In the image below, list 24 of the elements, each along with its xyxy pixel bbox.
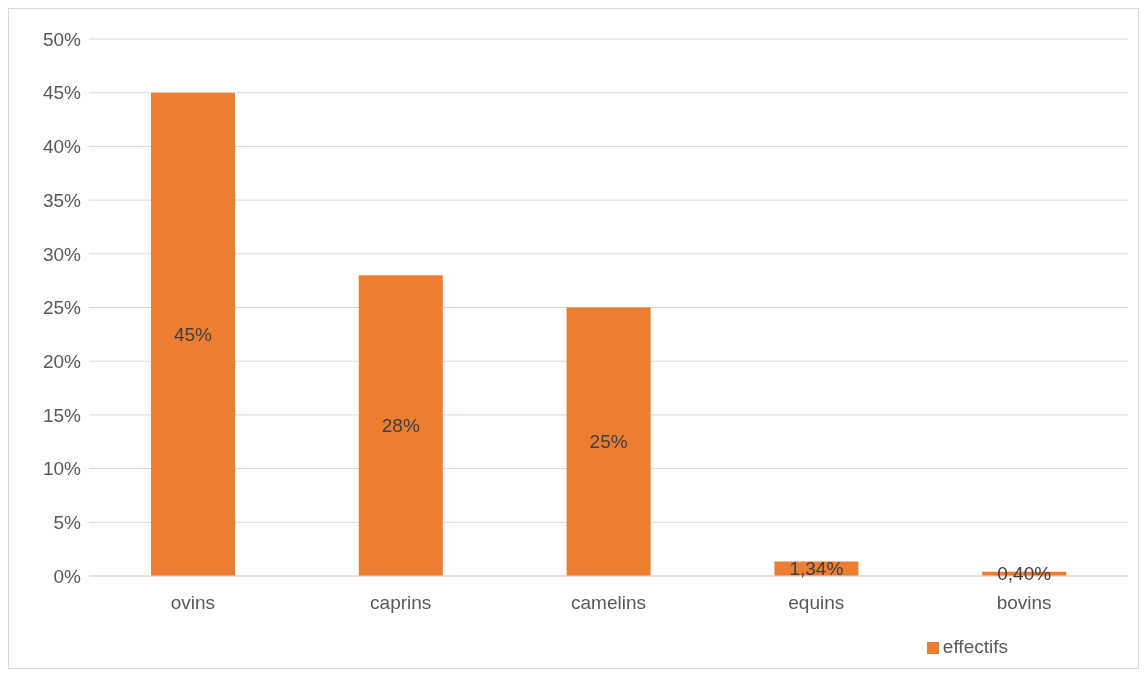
- y-tick-label: 5%: [53, 512, 82, 534]
- y-tick-label: 45%: [42, 82, 82, 104]
- y-tick-label: 25%: [42, 297, 82, 319]
- bar: [151, 92, 235, 576]
- data-label: 28%: [381, 415, 420, 437]
- x-tick-label: ovins: [170, 592, 216, 614]
- y-tick-label: 15%: [42, 404, 82, 426]
- x-tick-label: caprins: [370, 592, 432, 614]
- y-tick-label: 0%: [53, 565, 82, 587]
- y-tick-label: 35%: [42, 189, 82, 211]
- y-tick-label: 10%: [42, 458, 82, 480]
- y-tick-label: 50%: [42, 28, 82, 50]
- x-tick-label: bovins: [996, 592, 1052, 614]
- bar: [566, 307, 651, 576]
- data-label: 1,34%: [789, 558, 844, 580]
- y-tick-label: 40%: [42, 136, 82, 158]
- legend-label: effectifs: [942, 636, 1008, 657]
- data-label: 25%: [589, 431, 628, 453]
- y-tick-label: 30%: [42, 243, 82, 265]
- y-tick-label: 20%: [42, 350, 82, 372]
- x-tick-label: camelins: [571, 592, 646, 614]
- data-label: 45%: [173, 323, 213, 345]
- bar: [358, 275, 443, 576]
- x-tick-label: equins: [788, 592, 845, 614]
